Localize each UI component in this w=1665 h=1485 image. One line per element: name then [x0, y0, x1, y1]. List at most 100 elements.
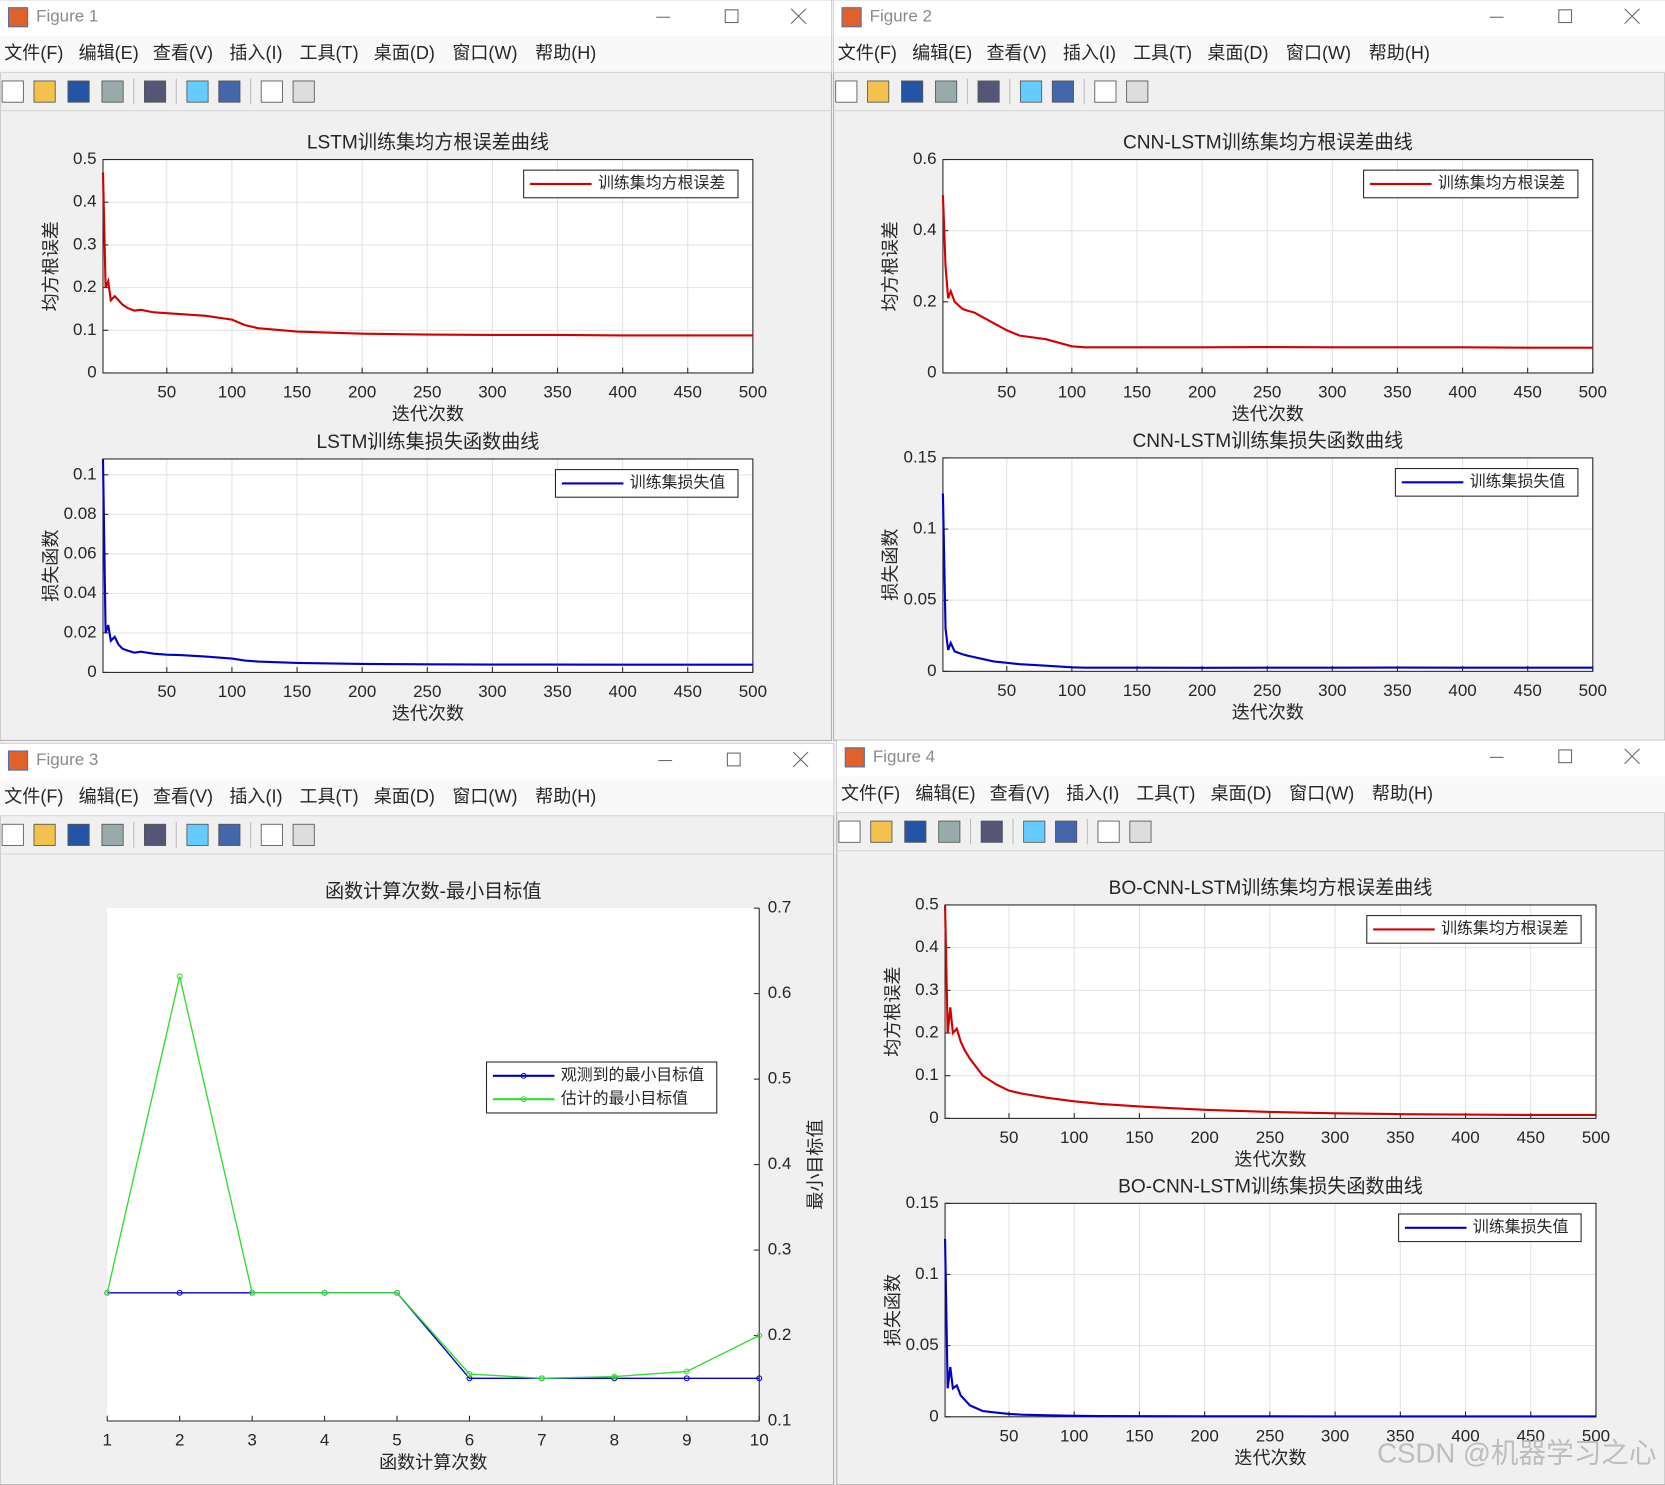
maximize-button[interactable]: [724, 9, 739, 24]
toolbar-button[interactable]: [33, 80, 56, 103]
menu-item[interactable]: 插入(I): [1066, 783, 1119, 803]
toolbar-button[interactable]: [1129, 820, 1152, 843]
toolbar-button[interactable]: [186, 80, 209, 103]
menu-item[interactable]: 窗口(W): [1286, 43, 1351, 63]
toolbar-button[interactable]: [980, 820, 1003, 843]
menu-item[interactable]: 编辑(E): [912, 43, 972, 63]
toolbar-button[interactable]: [1, 80, 24, 103]
x-tick-label: 450: [1514, 681, 1542, 700]
toolbar-button[interactable]: [935, 80, 958, 103]
app-icon: [844, 747, 865, 768]
chart-title: LSTM训练集损失函数曲线: [316, 431, 539, 453]
toolbar-button[interactable]: [838, 820, 861, 843]
toolbar-button[interactable]: [186, 823, 209, 846]
menu-item[interactable]: 编辑(E): [79, 43, 139, 63]
menu-item[interactable]: 查看(V): [153, 43, 213, 63]
close-button[interactable]: [790, 8, 807, 24]
toolbar-button[interactable]: [292, 80, 315, 103]
close-button[interactable]: [1624, 748, 1640, 765]
menu-item[interactable]: 工具(T): [1136, 783, 1195, 803]
menu-item[interactable]: 查看(V): [153, 786, 213, 806]
toolbar-button[interactable]: [143, 80, 167, 103]
series-line: [101, 172, 753, 337]
toolbar-button[interactable]: [977, 80, 1000, 103]
toolbar-button[interactable]: [67, 80, 90, 103]
toolbar-button[interactable]: [901, 80, 924, 103]
toolbar-button[interactable]: [870, 820, 893, 843]
legend-label: 训练集均方根误差: [1441, 920, 1568, 938]
legend-label: 训练集损失值: [1470, 473, 1566, 491]
menu-item[interactable]: 帮助(H): [1372, 783, 1433, 803]
toolbar-button[interactable]: [904, 820, 927, 843]
toolbar-button[interactable]: [1097, 820, 1120, 843]
menu-item[interactable]: 查看(V): [986, 43, 1046, 63]
toolbar-button[interactable]: [292, 823, 315, 846]
menu-item[interactable]: 插入(I): [1063, 43, 1116, 63]
menu-item[interactable]: 文件(F): [4, 786, 63, 806]
menu-item[interactable]: 编辑(E): [915, 783, 975, 803]
menu-item[interactable]: 文件(F): [838, 43, 897, 63]
x-tick-label: 350: [1386, 1426, 1414, 1445]
menu-item[interactable]: 插入(I): [229, 786, 282, 806]
menu-item[interactable]: 桌面(D): [1207, 43, 1268, 63]
menu-item[interactable]: 工具(T): [1133, 43, 1192, 63]
toolbar-button[interactable]: [218, 80, 241, 103]
y-tick-label: 0: [927, 362, 936, 381]
menu-item[interactable]: 工具(T): [299, 43, 358, 63]
menu-item[interactable]: 帮助(H): [535, 786, 596, 806]
legend-marker: [520, 1072, 527, 1079]
maximize-button[interactable]: [1558, 749, 1573, 764]
toolbar-button[interactable]: [101, 823, 124, 846]
menu-item[interactable]: 桌面(D): [374, 786, 435, 806]
toolbar-button[interactable]: [260, 823, 283, 846]
menu-item[interactable]: 编辑(E): [79, 786, 139, 806]
x-axis-label: 迭代次数: [1234, 1150, 1306, 1170]
toolbar-button[interactable]: [938, 820, 961, 843]
menu-item[interactable]: 桌面(D): [374, 43, 435, 63]
menu-item[interactable]: 窗口(W): [1289, 783, 1354, 803]
toolbar-button[interactable]: [218, 823, 241, 846]
menu-item[interactable]: 文件(F): [4, 43, 63, 63]
marker: [394, 1289, 400, 1296]
y-tick-label: 0: [87, 662, 96, 681]
x-tick-label: 450: [1514, 383, 1542, 402]
x-axis-label: 迭代次数: [1232, 703, 1304, 723]
legend-label: 训练集均方根误差: [1438, 174, 1565, 192]
marker: [683, 1375, 690, 1382]
toolbar-button[interactable]: [143, 823, 167, 846]
toolbar-button[interactable]: [1051, 80, 1074, 103]
toolbar-button[interactable]: [1126, 80, 1149, 103]
axes-box: [102, 458, 754, 673]
menu-item[interactable]: 工具(T): [299, 786, 358, 806]
x-tick-label: 50: [157, 383, 176, 402]
x-tick-label: 400: [608, 383, 636, 402]
menu-item[interactable]: 桌面(D): [1211, 783, 1272, 803]
menu-item[interactable]: 插入(I): [229, 43, 282, 63]
toolbar-button[interactable]: [1020, 80, 1043, 103]
toolbar-button[interactable]: [1055, 820, 1078, 843]
toolbar-button[interactable]: [260, 80, 283, 103]
toolbar-button[interactable]: [1094, 80, 1117, 103]
y-tick-label: 0.2: [768, 1325, 792, 1344]
menu-item[interactable]: 窗口(W): [452, 43, 517, 63]
x-axis-label: 迭代次数: [1234, 1448, 1306, 1468]
toolbar-button[interactable]: [33, 823, 56, 846]
close-button[interactable]: [1624, 8, 1640, 24]
menu-item[interactable]: 查看(V): [990, 783, 1050, 803]
menu-item[interactable]: 文件(F): [841, 783, 900, 803]
toolbar-button[interactable]: [867, 80, 890, 103]
menu-item[interactable]: 帮助(H): [535, 43, 596, 63]
toolbar-button[interactable]: [101, 80, 124, 103]
maximize-button[interactable]: [726, 752, 741, 767]
toolbar-button[interactable]: [1023, 820, 1046, 843]
plot-area: [107, 908, 760, 1422]
maximize-button[interactable]: [1558, 9, 1573, 24]
close-button[interactable]: [792, 751, 809, 768]
menu-item[interactable]: 帮助(H): [1369, 43, 1430, 63]
menu-item[interactable]: 窗口(W): [452, 786, 517, 806]
toolbar-button[interactable]: [1, 823, 24, 846]
x-tick-label: 9: [682, 1431, 691, 1450]
toolbar-button[interactable]: [67, 823, 90, 846]
toolbar-button[interactable]: [835, 80, 858, 103]
y-tick-label: 0.2: [915, 1023, 939, 1042]
